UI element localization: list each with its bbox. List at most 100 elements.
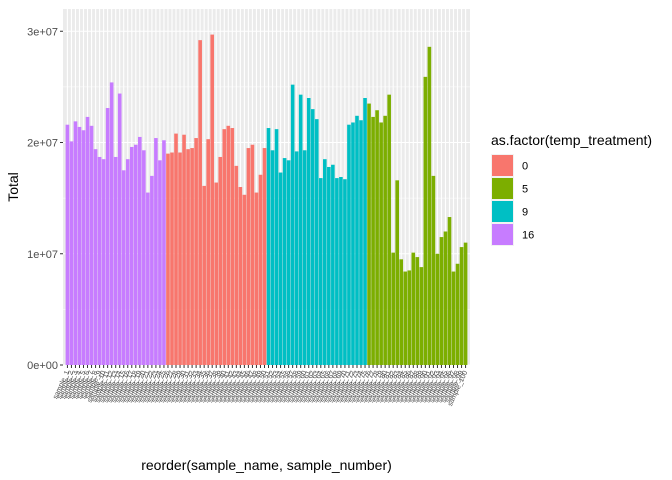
bar [77,126,82,365]
bar-series [65,34,468,366]
bar [214,182,219,365]
bar [246,148,251,365]
bar [439,237,444,365]
bar [443,231,448,365]
bar [129,146,134,365]
bar [121,170,126,365]
legend-swatch [492,155,513,176]
bar [222,129,227,365]
bar [403,271,408,365]
bar [93,149,98,365]
bar [415,257,420,365]
bar [387,94,391,365]
bar [262,148,267,365]
y-axis: 0e+00 1e+07 2e+07 3e+07 [27,26,63,372]
bar [186,149,190,365]
bar [158,160,162,365]
bar [339,176,343,365]
bar [314,119,319,365]
bar [178,152,182,365]
bar [73,121,78,365]
bar [230,128,235,365]
bar [85,116,90,365]
bar [150,175,154,365]
bar [65,124,70,365]
bar [367,103,371,365]
bar [206,139,210,365]
bar [109,82,114,366]
bar [455,263,460,365]
bar [190,148,194,365]
y-axis-title: Total [5,172,21,202]
legend-label: 5 [522,184,528,196]
bar [351,122,355,365]
bar [451,271,456,365]
bar [383,115,387,365]
bar [210,34,215,366]
bar [218,156,223,365]
bar [399,259,404,365]
bar [407,270,412,365]
bar [294,151,299,365]
bar [234,165,239,365]
bar [174,133,178,365]
bar [162,140,166,365]
bar [226,125,231,365]
bar [194,138,198,365]
bar [274,129,279,365]
legend-swatch [492,201,513,222]
bar [113,156,118,365]
bar [166,153,170,365]
legend-swatch [492,178,513,199]
bar [278,172,283,365]
bar [270,150,275,365]
bar [375,110,379,365]
bar [355,115,359,365]
bar [298,94,303,365]
bar [117,93,122,366]
bar [419,267,424,365]
y-tick-label: 2e+07 [27,138,58,150]
bar [363,98,367,365]
bar [411,252,416,365]
bar [69,141,74,365]
bar [250,144,255,365]
bar [133,144,138,365]
bar [125,159,130,365]
legend-label: 0 [522,161,528,173]
bar [242,194,247,365]
bar [327,166,331,365]
bar [306,98,311,365]
bar [238,187,243,365]
bar [154,138,158,365]
bar [347,124,351,365]
legend-label: 16 [522,230,534,242]
bar [146,192,150,365]
bar [258,174,263,365]
bar [202,185,206,365]
x-axis: sample_1sample_2sample_3sample_4sample_5… [52,365,469,407]
bar [371,116,375,365]
bar [89,125,94,365]
bar [335,178,339,365]
y-tick-label: 1e+07 [27,249,58,261]
legend-label: 9 [522,207,528,219]
bar [198,40,202,366]
bar [447,217,452,365]
bar [391,252,395,365]
bar [138,136,142,365]
bar [142,150,146,365]
bar [254,192,259,365]
bar [463,242,468,365]
bar [427,46,432,365]
bar [101,159,106,365]
bar [105,108,110,365]
bar [310,109,315,365]
bar [323,159,327,365]
legend-title: as.factor(temp_treatment) [491,132,652,148]
legend: as.factor(temp_treatment) 0 5 9 16 [491,132,652,246]
bar [431,175,436,365]
bar [182,134,186,365]
bar [170,152,174,365]
